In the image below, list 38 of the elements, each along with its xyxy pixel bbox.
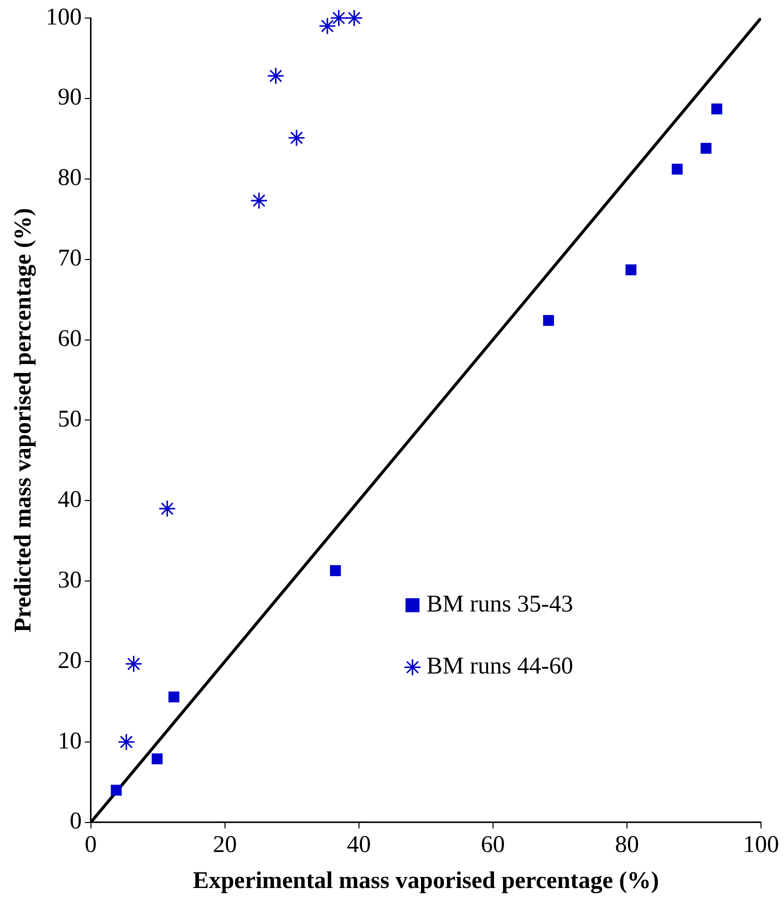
- point: [711, 103, 722, 114]
- y-tick-label: 50: [58, 406, 82, 432]
- point: [543, 315, 554, 326]
- legend-label: BM runs 35-43: [426, 592, 574, 618]
- point: [626, 264, 636, 276]
- point: [250, 192, 268, 210]
- point: [330, 9, 348, 27]
- y-tick-label: 60: [58, 326, 82, 352]
- y-tick-label: 20: [58, 648, 82, 674]
- point: [288, 129, 306, 147]
- y-tick-label: 80: [58, 165, 82, 192]
- point: [124, 655, 142, 673]
- y-tick-label: 100: [46, 4, 82, 30]
- point: [318, 17, 336, 35]
- y-tick-label: 70: [58, 246, 82, 272]
- y-tick-label: 40: [58, 486, 82, 513]
- point: [110, 784, 122, 796]
- y-tick-label: 0: [70, 808, 82, 835]
- y-axis-title: Predicted mass vaporised percentage (%): [10, 208, 37, 632]
- x-tick-label: 60: [480, 832, 505, 858]
- point: [330, 565, 341, 576]
- x-tick-label: 20: [212, 832, 237, 858]
- x-tick-label: 40: [346, 832, 371, 858]
- point: [267, 67, 285, 85]
- x-tick-label: 80: [614, 832, 639, 858]
- point: [152, 753, 163, 764]
- point: [700, 142, 712, 154]
- point: [345, 9, 363, 27]
- y-tick-label: 90: [58, 84, 82, 111]
- point: [118, 733, 136, 751]
- x-axis-title: Experimental mass vaporised percentage (%): [192, 868, 659, 894]
- legend-label: BM runs 44-60: [426, 654, 574, 680]
- y-tick-label: 30: [58, 567, 82, 594]
- point: [158, 500, 176, 518]
- point: [672, 164, 683, 175]
- point: [168, 691, 180, 702]
- x-tick-label: 100: [743, 832, 779, 858]
- y-tick-label: 10: [58, 728, 82, 754]
